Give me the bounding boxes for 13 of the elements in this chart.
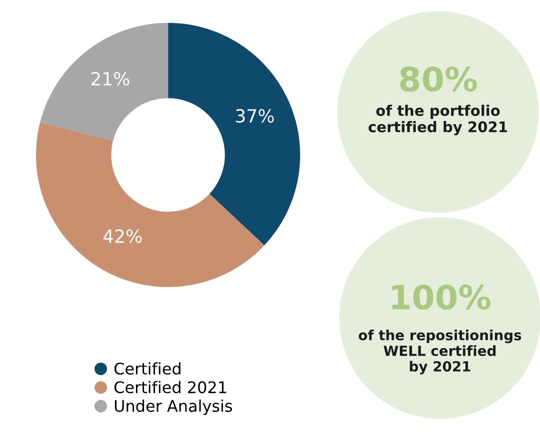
legend-label: Under Analysis xyxy=(114,400,232,416)
data-label: 37% xyxy=(236,109,274,123)
text: of the portfolio certified by 2021 xyxy=(368,104,508,136)
donut-slice xyxy=(36,122,264,288)
data-label: 21% xyxy=(91,72,130,86)
donut-slice xyxy=(40,22,168,141)
legend-label: Certified xyxy=(114,362,180,375)
text: 80% xyxy=(400,66,477,92)
text: 100% xyxy=(392,284,490,310)
donut-slice xyxy=(168,22,300,246)
legend-label: Certified 2021 xyxy=(114,380,226,394)
text: of the repositionings WELL certified by 2021 xyxy=(358,330,522,374)
data-label: 42% xyxy=(103,229,142,243)
